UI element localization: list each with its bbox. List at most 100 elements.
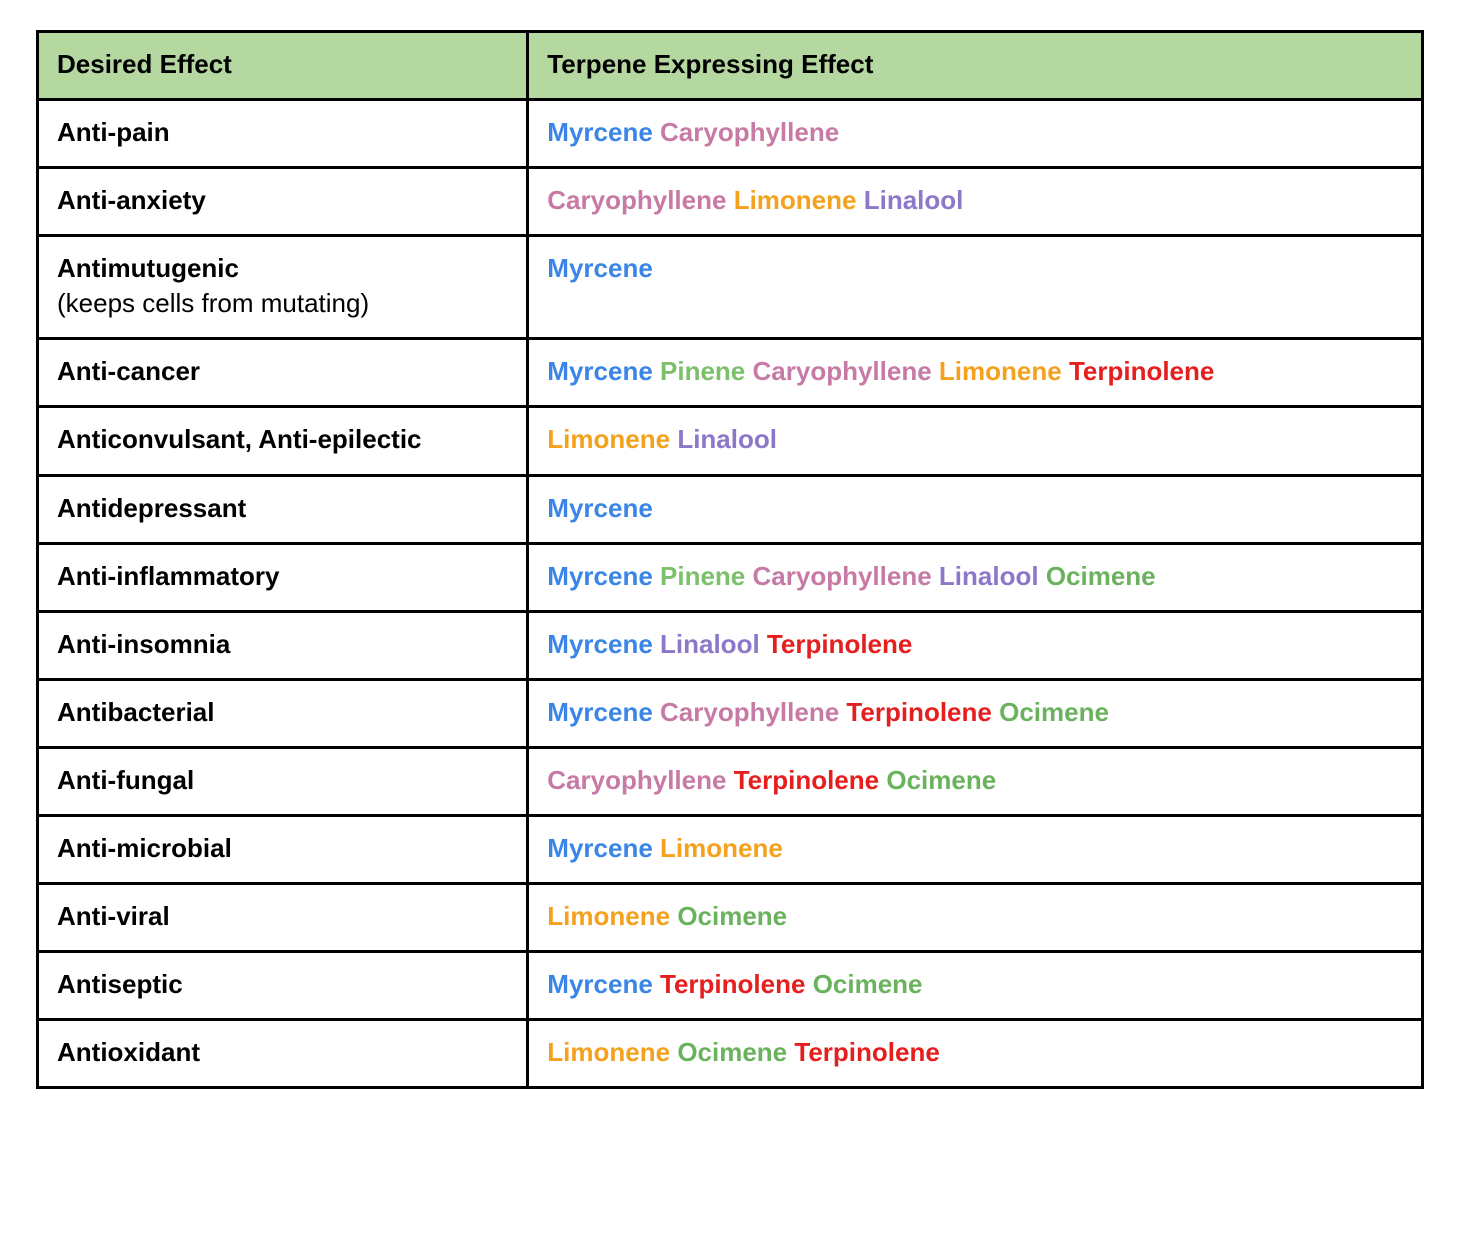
- terpene-tag: Myrcene: [547, 493, 653, 523]
- terpenes-cell: Myrcene Terpinolene Ocimene: [528, 952, 1423, 1020]
- table-row: Anti-insomnia Myrcene Linalool Terpinolen…: [38, 611, 1423, 679]
- terpenes-cell: Caryophyllene Limonene Linalool: [528, 168, 1423, 236]
- terpene-tag: Terpinolene: [794, 1037, 939, 1067]
- terpene-tag: Myrcene: [547, 356, 653, 386]
- table-row: Anti-inflammatory Myrcene Pinene Caryophy…: [38, 543, 1423, 611]
- terpene-tag: Caryophyllene: [547, 765, 726, 795]
- terpene-tag: Limonene: [660, 833, 783, 863]
- terpenes-cell: Myrcene Pinene Caryophyllene Limonene Te…: [528, 339, 1423, 407]
- terpene-tag: Linalool: [939, 561, 1039, 591]
- terpene-tag: Myrcene: [547, 697, 653, 727]
- terpenes-cell: Myrcene: [528, 475, 1423, 543]
- table-row: Anti-cancer Myrcene Pinene Caryophyllene …: [38, 339, 1423, 407]
- terpene-tag: Ocimene: [999, 697, 1109, 727]
- effect-label: Anticonvulsant, Anti-epilectic: [57, 424, 422, 454]
- column-header-effect: Desired Effect: [38, 32, 528, 100]
- effect-label: Anti-pain: [57, 117, 170, 147]
- terpene-tag: Limonene: [547, 901, 670, 931]
- effect-label: Anti-cancer: [57, 356, 200, 386]
- terpene-tag: Ocimene: [677, 901, 787, 931]
- terpenes-cell: Myrcene Limonene: [528, 816, 1423, 884]
- terpene-tag: Myrcene: [547, 833, 653, 863]
- table-row: Antioxidant Limonene Ocimene Terpinolene: [38, 1020, 1423, 1088]
- terpene-tag: Terpinolene: [1069, 356, 1214, 386]
- table-row: Anti-anxiety Caryophyllene Limonene Linal…: [38, 168, 1423, 236]
- terpene-tag: Limonene: [547, 1037, 670, 1067]
- terpene-tag: Terpinolene: [660, 969, 805, 999]
- terpenes-cell: Limonene Ocimene: [528, 884, 1423, 952]
- effect-cell: Antimutugenic (keeps cells from mutating): [38, 236, 528, 339]
- terpene-tag: Ocimene: [677, 1037, 787, 1067]
- terpene-tag: Pinene: [660, 356, 745, 386]
- table-row: Anti-viral Limonene Ocimene: [38, 884, 1423, 952]
- terpene-tag: Pinene: [660, 561, 745, 591]
- terpene-tag: Limonene: [939, 356, 1062, 386]
- effect-cell: Anti-inflammatory: [38, 543, 528, 611]
- effect-label: Antimutugenic: [57, 253, 239, 283]
- table-row: Anti-fungal Caryophyllene Terpinolene Oci…: [38, 747, 1423, 815]
- terpene-tag: Terpinolene: [767, 629, 912, 659]
- table-body: Anti-painMyrcene CaryophylleneAnti-anxie…: [38, 100, 1423, 1088]
- effect-label: Anti-inflammatory: [57, 561, 279, 591]
- effect-cell: Antioxidant: [38, 1020, 528, 1088]
- terpene-tag: Ocimene: [1046, 561, 1156, 591]
- effect-cell: Anti-pain: [38, 100, 528, 168]
- terpenes-cell: Myrcene Caryophyllene Terpinolene Ocimen…: [528, 679, 1423, 747]
- effect-cell: Anti-fungal: [38, 747, 528, 815]
- terpene-tag: Ocimene: [886, 765, 996, 795]
- terpene-tag: Linalool: [864, 185, 964, 215]
- effect-label: Anti-viral: [57, 901, 170, 931]
- terpenes-cell: Myrcene Linalool Terpinolene: [528, 611, 1423, 679]
- effect-label: Antiseptic: [57, 969, 183, 999]
- terpene-effects-table: Desired Effect Terpene Expressing Effect…: [36, 30, 1424, 1089]
- effect-label: Antioxidant: [57, 1037, 200, 1067]
- effect-cell: Antibacterial: [38, 679, 528, 747]
- terpene-tag: Caryophyllene: [660, 117, 839, 147]
- terpene-tag: Linalool: [677, 424, 777, 454]
- terpenes-cell: Limonene Linalool: [528, 407, 1423, 475]
- table-row: Anticonvulsant, Anti-epilectic Limonene L…: [38, 407, 1423, 475]
- terpene-tag: Caryophyllene: [753, 561, 932, 591]
- table-row: Antiseptic Myrcene Terpinolene Ocimene: [38, 952, 1423, 1020]
- terpenes-cell: Limonene Ocimene Terpinolene: [528, 1020, 1423, 1088]
- effect-cell: Antiseptic: [38, 952, 528, 1020]
- effect-cell: Antidepressant: [38, 475, 528, 543]
- effect-label: Antidepressant: [57, 493, 246, 523]
- effect-cell: Anti-anxiety: [38, 168, 528, 236]
- terpene-tag: Myrcene: [547, 561, 653, 591]
- terpene-tag: Linalool: [660, 629, 760, 659]
- effect-cell: Anti-cancer: [38, 339, 528, 407]
- effect-label: Antibacterial: [57, 697, 215, 727]
- terpene-tag: Myrcene: [547, 969, 653, 999]
- terpene-tag: Myrcene: [547, 117, 653, 147]
- table-header: Desired Effect Terpene Expressing Effect: [38, 32, 1423, 100]
- terpene-tag: Terpinolene: [734, 765, 879, 795]
- effect-cell: Anti-microbial: [38, 816, 528, 884]
- terpenes-cell: Myrcene: [528, 236, 1423, 339]
- table-row: Anti-microbial Myrcene Limonene: [38, 816, 1423, 884]
- table-row: Antidepressant Myrcene: [38, 475, 1423, 543]
- effect-label: Anti-fungal: [57, 765, 194, 795]
- effect-label: Anti-insomnia: [57, 629, 230, 659]
- terpene-tag: Caryophyllene: [660, 697, 839, 727]
- terpenes-cell: Caryophyllene Terpinolene Ocimene: [528, 747, 1423, 815]
- terpene-tag: Caryophyllene: [547, 185, 726, 215]
- effect-cell: Anti-viral: [38, 884, 528, 952]
- terpene-tag: Myrcene: [547, 629, 653, 659]
- terpene-tag: Limonene: [547, 424, 670, 454]
- effect-label: Anti-microbial: [57, 833, 232, 863]
- terpenes-cell: Myrcene Caryophyllene: [528, 100, 1423, 168]
- effect-label: Anti-anxiety: [57, 185, 206, 215]
- effect-subtext: (keeps cells from mutating): [57, 288, 369, 318]
- effect-cell: Anti-insomnia: [38, 611, 528, 679]
- column-header-terpene: Terpene Expressing Effect: [528, 32, 1423, 100]
- effect-cell: Anticonvulsant, Anti-epilectic: [38, 407, 528, 475]
- terpene-tag: Caryophyllene: [753, 356, 932, 386]
- terpenes-cell: Myrcene Pinene Caryophyllene Linalool Oc…: [528, 543, 1423, 611]
- table-row: Antibacterial Myrcene Caryophyllene Terpi…: [38, 679, 1423, 747]
- terpene-tag: Ocimene: [813, 969, 923, 999]
- table-row: Antimutugenic (keeps cells from mutating)…: [38, 236, 1423, 339]
- terpene-tag: Terpinolene: [846, 697, 991, 727]
- terpene-tag: Limonene: [734, 185, 857, 215]
- table-row: Anti-pain Myrcene Caryophyllene: [38, 100, 1423, 168]
